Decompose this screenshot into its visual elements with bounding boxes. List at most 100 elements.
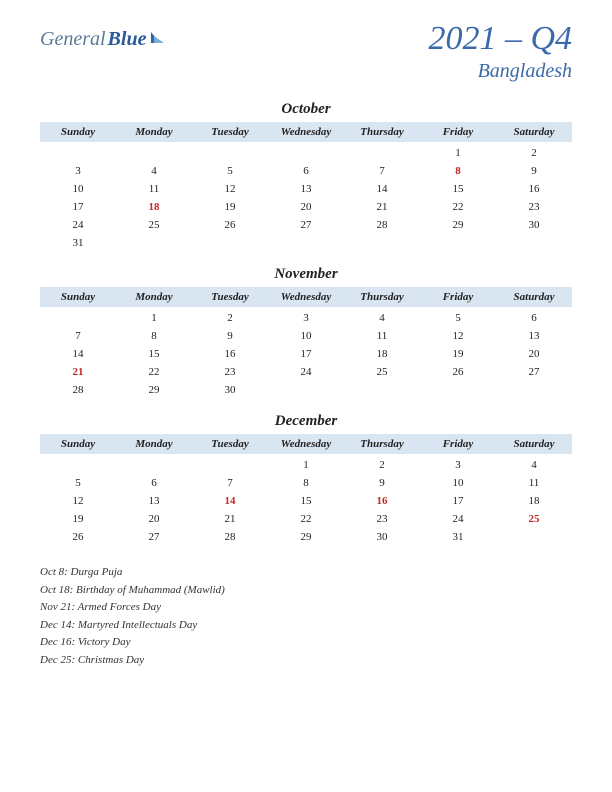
calendar-cell: 3 [268,308,344,327]
calendar-cell [496,528,572,546]
day-header: Sunday [40,434,116,455]
calendar-cell: 11 [496,474,572,492]
calendar-cell: 13 [116,492,192,510]
calendar-cell: 18 [344,345,420,363]
calendar-cell: 12 [192,180,268,198]
day-header: Monday [116,434,192,455]
calendar-cell: 29 [268,528,344,546]
holiday-item: Dec 14: Martyred Intellectuals Day [40,617,572,635]
calendar-cell: 30 [192,381,268,399]
calendar-cell: 10 [268,327,344,345]
calendar-container: October SundayMondayTuesdayWednesdayThurs… [40,101,572,546]
calendar-cell: 24 [268,363,344,381]
calendar-cell: 14 [192,492,268,510]
calendar-cell [116,234,192,252]
calendar-cell: 28 [192,528,268,546]
month-name: November [40,266,572,283]
calendar-cell: 8 [116,327,192,345]
calendar-cell: 9 [192,327,268,345]
calendar-cell: 22 [420,198,496,216]
calendar-row: 282930 [40,381,572,399]
calendar-cell: 13 [496,327,572,345]
day-header: Monday [116,287,192,308]
calendar-cell: 15 [268,492,344,510]
calendar-cell [496,234,572,252]
calendar-cell: 19 [40,510,116,528]
calendar-cell: 23 [496,198,572,216]
calendar-cell: 3 [40,162,116,180]
holiday-item: Dec 16: Victory Day [40,634,572,652]
calendar-cell: 19 [420,345,496,363]
calendar-cell: 5 [40,474,116,492]
calendar-cell [268,381,344,399]
day-header: Thursday [344,434,420,455]
calendar-cell: 2 [192,308,268,327]
calendar-cell: 6 [496,308,572,327]
calendar-cell: 21 [40,363,116,381]
calendar-row: 1234 [40,455,572,474]
calendar-cell [420,381,496,399]
calendar-cell: 27 [116,528,192,546]
calendar-cell [40,143,116,162]
calendar-cell: 29 [420,216,496,234]
calendar-cell: 1 [420,143,496,162]
calendar-cell [268,143,344,162]
calendar-cell: 16 [192,345,268,363]
calendar-row: 123456 [40,308,572,327]
calendar-cell: 10 [40,180,116,198]
month-name: October [40,101,572,118]
calendar-cell: 20 [496,345,572,363]
calendar-cell: 24 [40,216,116,234]
day-header: Sunday [40,287,116,308]
month-block: December SundayMondayTuesdayWednesdayThur… [40,413,572,546]
calendar-cell [40,308,116,327]
holiday-item: Oct 8: Durga Puja [40,564,572,582]
month-name: December [40,413,572,430]
calendar-cell: 26 [40,528,116,546]
calendar-row: 10111213141516 [40,180,572,198]
day-header: Thursday [344,287,420,308]
calendar-row: 21222324252627 [40,363,572,381]
title-block: 2021 – Q4 Bangladesh [428,20,572,83]
day-header: Friday [420,434,496,455]
calendar-cell [268,234,344,252]
calendar-cell: 14 [344,180,420,198]
calendar-cell: 10 [420,474,496,492]
calendar-cell [496,381,572,399]
day-header: Saturday [496,122,572,143]
calendar-cell: 5 [192,162,268,180]
calendar-cell: 14 [40,345,116,363]
title-sub: Bangladesh [428,60,572,83]
calendar-cell: 8 [268,474,344,492]
holiday-item: Oct 18: Birthday of Muhammad (Mawlid) [40,582,572,600]
calendar-cell: 31 [420,528,496,546]
calendar-row: 12131415161718 [40,492,572,510]
logo-icon [150,28,166,51]
calendar-cell [344,143,420,162]
calendar-cell: 7 [192,474,268,492]
calendar-cell: 16 [344,492,420,510]
calendar-table: SundayMondayTuesdayWednesdayThursdayFrid… [40,287,572,399]
calendar-cell: 12 [420,327,496,345]
calendar-cell: 23 [192,363,268,381]
calendar-cell: 31 [40,234,116,252]
calendar-cell: 17 [268,345,344,363]
logo-text-general: General [40,28,106,51]
calendar-table: SundayMondayTuesdayWednesdayThursdayFrid… [40,434,572,546]
calendar-cell: 18 [496,492,572,510]
day-header: Wednesday [268,122,344,143]
calendar-cell: 4 [344,308,420,327]
calendar-cell: 20 [116,510,192,528]
calendar-cell [192,455,268,474]
logo: GeneralBlue [40,28,166,51]
calendar-cell: 26 [420,363,496,381]
calendar-row: 31 [40,234,572,252]
calendar-cell: 13 [268,180,344,198]
day-header: Friday [420,122,496,143]
calendar-cell: 9 [344,474,420,492]
calendar-cell: 26 [192,216,268,234]
calendar-cell: 25 [496,510,572,528]
calendar-cell: 6 [268,162,344,180]
month-block: November SundayMondayTuesdayWednesdayThur… [40,266,572,399]
calendar-cell [344,381,420,399]
